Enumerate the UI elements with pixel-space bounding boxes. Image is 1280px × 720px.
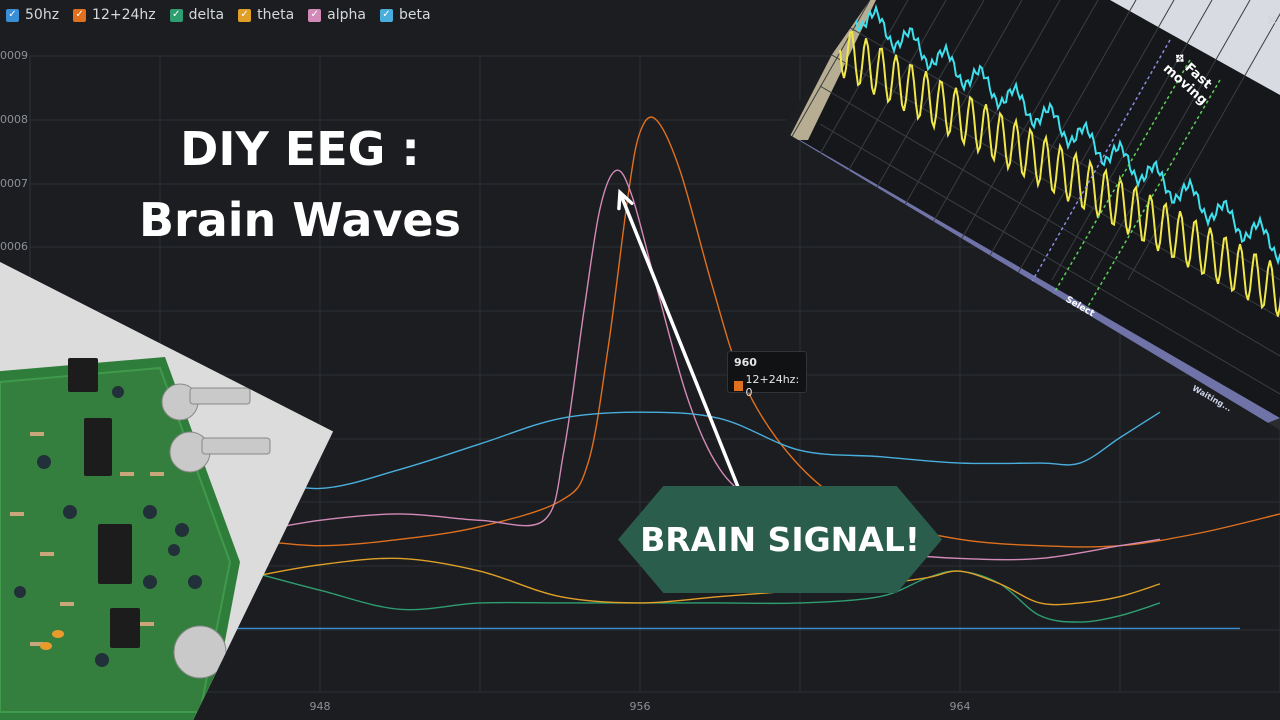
y-tick-label: 0009 [0,49,28,62]
chart-series-lines [0,116,1280,630]
checkbox-icon[interactable]: ✓ [238,8,252,22]
y-tick-label: 0008 [0,113,28,126]
legend-label: 12+24hz [92,7,156,23]
checkbox-icon[interactable]: ✓ [6,8,19,22]
tooltip-row: 12+24hz: 0 [734,373,800,399]
tooltip-value: 12+24hz: 0 [745,373,800,399]
legend-item-theta[interactable]: ✓ theta [238,7,294,23]
legend-item-delta[interactable]: ✓ delta [169,7,225,23]
tooltip-title: 960 [734,356,757,369]
checkbox-icon[interactable]: ✓ [379,8,393,22]
chart-grid [29,55,1280,693]
x-tick-label: 964 [949,700,971,713]
title-line-2: Brain Waves [138,192,462,247]
chart-marks [617,188,744,488]
legend-label: theta [257,7,295,23]
legend-item-50hz[interactable]: ✓ 50hz [6,7,59,23]
x-tick-label: 956 [629,700,651,713]
legend-item-beta[interactable]: ✓ beta [379,7,431,23]
checkbox-icon[interactable]: ✓ [169,8,183,22]
legend-label: alpha [327,7,366,23]
y-tick-label: 0007 [0,177,28,190]
legend-item-12-24hz[interactable]: ✓ 12+24hz [73,7,156,23]
series-line-12-24hz[interactable] [247,116,1280,548]
checkbox-icon[interactable]: ✓ [308,8,322,22]
y-tick-label: 0006 [0,240,28,253]
banner-label: BRAIN SIGNAL! [640,520,920,559]
checkbox-icon[interactable]: ✓ [73,8,87,22]
legend-label: beta [398,7,431,23]
thumbnail-title: DIY EEG : Brain Waves [110,124,490,245]
title-line-1: DIY EEG : [180,122,420,176]
chart-legend: ✓ 50hz ✓ 12+24hz ✓ delta ✓ theta ✓ alpha ✓ beta [6,7,431,23]
series-line-beta[interactable] [247,411,1161,490]
brain-signal-banner: BRAIN SIGNAL! [618,486,942,593]
legend-label: 50hz [25,7,60,23]
x-tick-label: 948 [309,700,331,713]
close-icon[interactable]: × [1266,12,1278,28]
legend-item-alpha[interactable]: ✓ alpha [308,7,366,23]
chart-tooltip: 960 12+24hz: 0 [727,351,807,399]
series-line-delta[interactable] [247,570,1161,623]
series-line-alpha[interactable] [247,169,1161,561]
legend-label: delta [188,7,225,23]
tooltip-swatch [734,381,743,391]
arrow-line [618,191,740,488]
arrow-head-icon [617,188,634,211]
